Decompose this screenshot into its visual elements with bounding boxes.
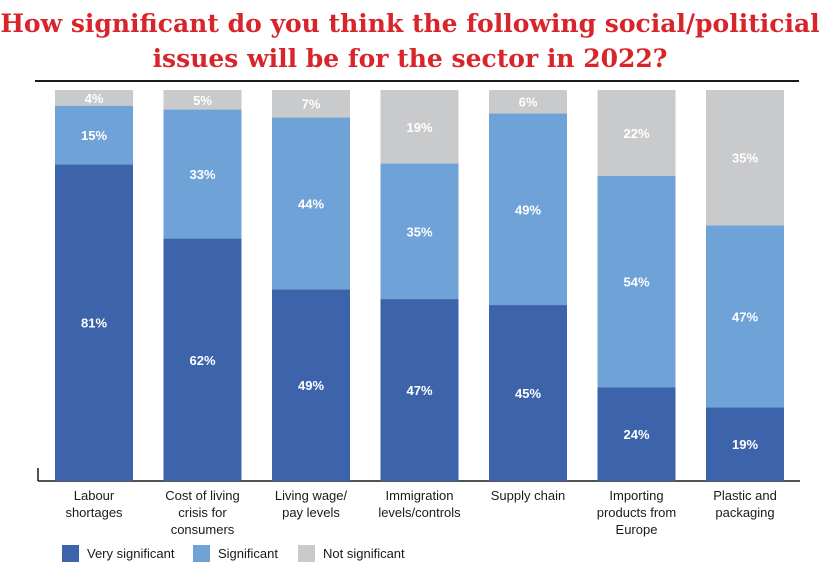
bar-segment-significant	[163, 109, 242, 239]
x-tick-label: Importing	[609, 488, 663, 503]
data-label-not-significant: 7%	[302, 97, 321, 112]
bar-segment-very-significant	[380, 299, 459, 481]
legend-item-not-significant: Not significant	[298, 545, 405, 562]
bar-segment-not-significant	[163, 90, 242, 110]
chart-title: How significant do you think the followi…	[0, 6, 820, 76]
x-tick-label: Plastic and	[713, 488, 777, 503]
bar-segment-not-significant	[597, 90, 676, 177]
x-tick-label: Supply chain	[491, 488, 565, 503]
data-label-significant: 33%	[189, 167, 215, 182]
data-label-very-significant: 49%	[298, 378, 324, 393]
data-label-significant: 54%	[623, 275, 649, 290]
x-tick-label: Europe	[616, 522, 658, 537]
data-label-not-significant: 6%	[519, 95, 538, 110]
bar-segment-significant	[489, 113, 567, 306]
x-tick-label: levels/controls	[378, 505, 461, 520]
legend-swatch-significant	[193, 545, 210, 562]
data-label-significant: 49%	[515, 202, 541, 217]
x-tick-label: products from	[597, 505, 676, 520]
legend-label-significant: Significant	[218, 546, 278, 561]
bar-segment-not-significant	[706, 90, 784, 226]
data-label-significant: 35%	[406, 224, 432, 239]
data-label-very-significant: 19%	[732, 437, 758, 452]
legend-swatch-very-significant	[62, 545, 79, 562]
data-label-very-significant: 81%	[81, 316, 107, 331]
bar-segment-very-significant	[489, 305, 567, 481]
data-label-not-significant: 19%	[406, 120, 432, 135]
bar-segment-significant	[380, 163, 459, 300]
bar-segment-very-significant	[272, 289, 350, 481]
chart-title-line-1: How significant do you think the followi…	[0, 9, 820, 38]
bar-segment-significant	[272, 117, 350, 290]
bar-segment-significant	[597, 176, 676, 388]
bar-segment-very-significant	[163, 238, 242, 481]
data-label-not-significant: 22%	[623, 126, 649, 141]
x-tick-label: Cost of living	[165, 488, 239, 503]
legend-item-very-significant: Very significant	[62, 545, 174, 562]
bar-segment-significant	[55, 105, 133, 165]
bar-segment-not-significant	[272, 90, 350, 118]
legend-swatch-not-significant	[298, 545, 315, 562]
data-label-very-significant: 47%	[406, 383, 432, 398]
x-tick-label: packaging	[715, 505, 774, 520]
bar-segment-very-significant	[55, 164, 133, 482]
bar-segment-not-significant	[55, 90, 133, 106]
x-tick-label: Living wage/	[275, 488, 348, 503]
data-label-very-significant: 62%	[189, 353, 215, 368]
legend-label-not-significant: Not significant	[323, 546, 405, 561]
x-tick-label: pay levels	[282, 505, 340, 520]
x-tick-label: crisis for	[178, 505, 227, 520]
data-label-very-significant: 45%	[515, 386, 541, 401]
bar-segment-not-significant	[380, 90, 459, 164]
bar-segment-significant	[706, 225, 784, 408]
title-divider	[35, 80, 799, 82]
x-tick-label: shortages	[65, 505, 123, 520]
bar-segment-very-significant	[706, 407, 784, 481]
data-label-not-significant: 4%	[85, 91, 104, 106]
data-label-not-significant: 35%	[732, 151, 758, 166]
x-tick-label: Immigration	[386, 488, 454, 503]
data-label-very-significant: 24%	[623, 427, 649, 442]
data-label-significant: 47%	[732, 309, 758, 324]
bar-segment-not-significant	[489, 90, 567, 114]
chart-title-line-2: issues will be for the sector in 2022?	[152, 44, 668, 73]
data-label-not-significant: 5%	[193, 93, 212, 108]
data-label-significant: 15%	[81, 128, 107, 143]
data-label-significant: 44%	[298, 196, 324, 211]
x-tick-label: Labour	[74, 488, 115, 503]
x-tick-label: consumers	[171, 522, 235, 537]
legend-item-significant: Significant	[193, 545, 278, 562]
bar-segment-very-significant	[597, 387, 676, 481]
legend-label-very-significant: Very significant	[87, 546, 175, 561]
